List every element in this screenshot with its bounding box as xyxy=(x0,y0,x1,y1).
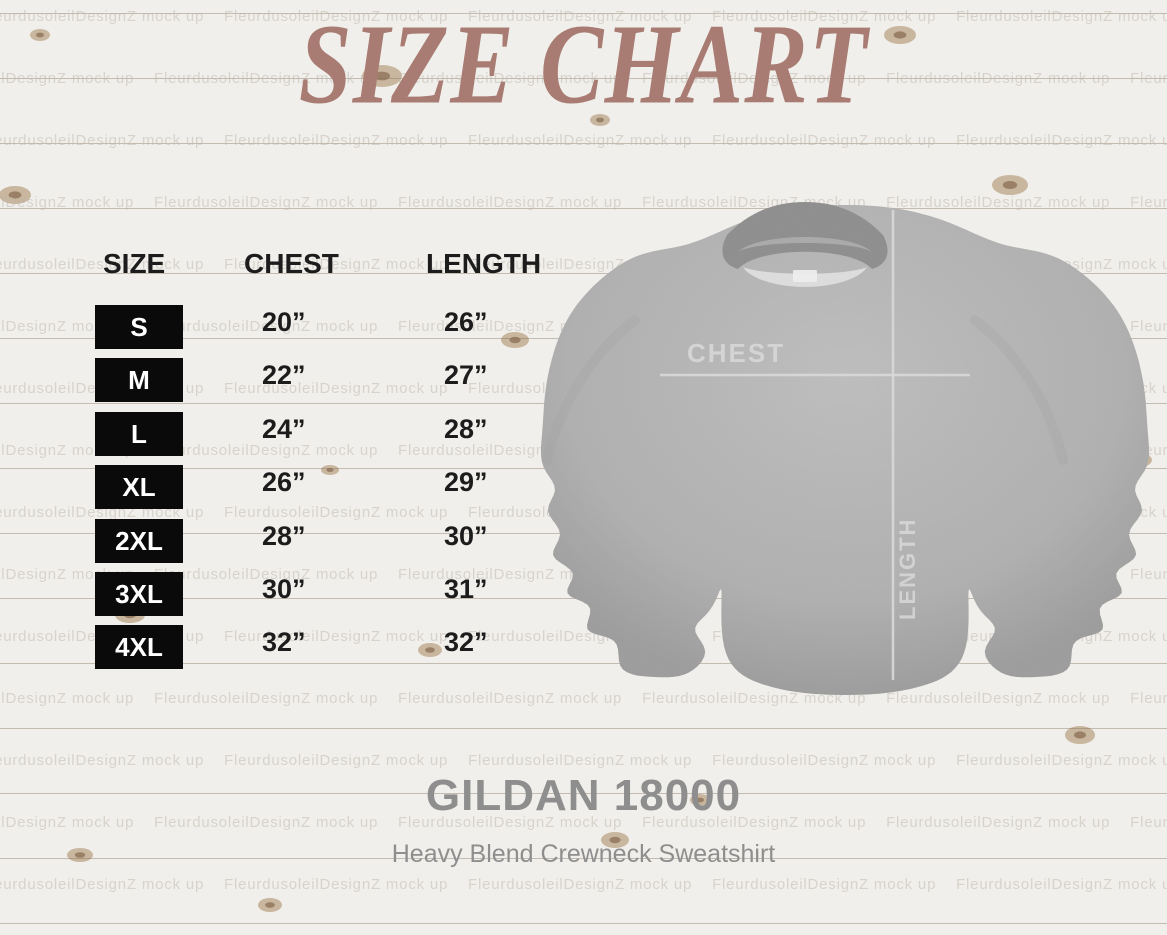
svg-text:LENGTH: LENGTH xyxy=(895,518,920,620)
svg-text:CHEST: CHEST xyxy=(687,338,785,368)
